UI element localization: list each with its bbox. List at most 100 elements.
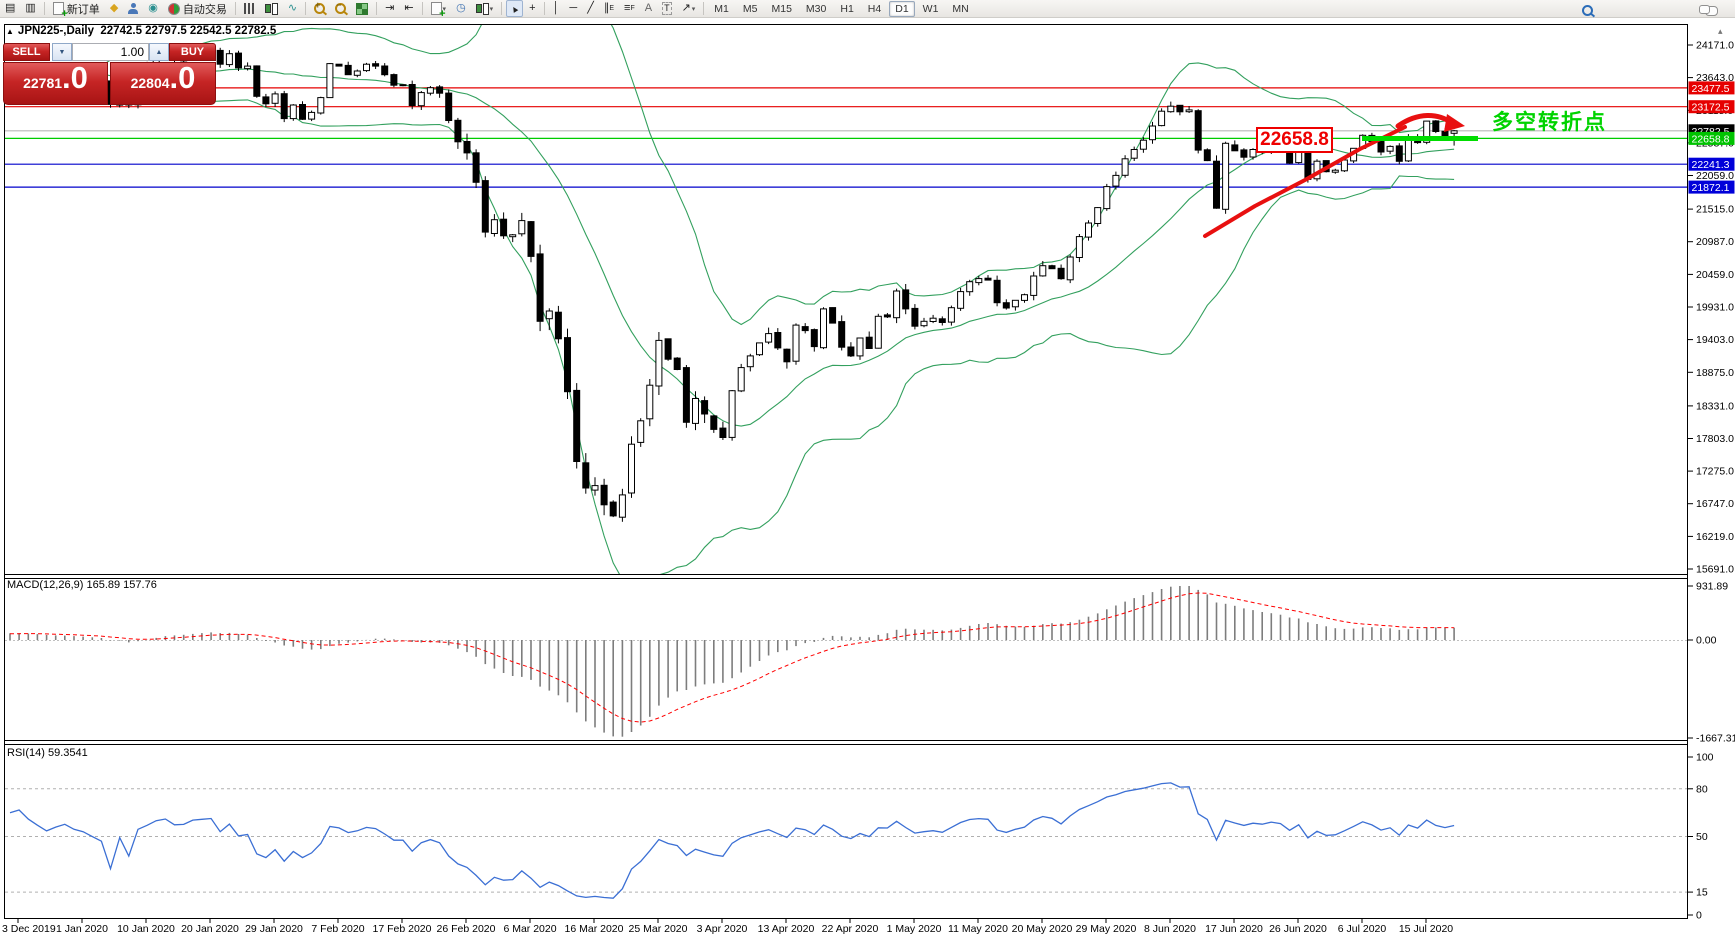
- date-label: 1 Jan 2020: [56, 923, 108, 935]
- date-label: 17 Feb 2020: [373, 923, 432, 935]
- scroll-up-icon[interactable]: ▴: [1718, 26, 1723, 36]
- volume-up-button[interactable]: ▲: [149, 43, 169, 61]
- text-label-tool[interactable]: T: [658, 0, 676, 17]
- auto-scroll-button[interactable]: ⇥: [381, 0, 398, 17]
- tab-timeframe-W1[interactable]: W1: [922, 2, 939, 15]
- vertical-line-tool[interactable]: │: [549, 0, 564, 17]
- tab-timeframe-M1[interactable]: M1: [714, 2, 729, 15]
- search-button[interactable]: [1578, 2, 1597, 19]
- text-tool[interactable]: A: [641, 0, 656, 17]
- date-label: 3 Apr 2020: [697, 923, 748, 935]
- date-label: 15 Jul 2020: [1399, 923, 1453, 935]
- fibonacci-tool[interactable]: ≡ F: [624, 2, 635, 14]
- line-chart-button[interactable]: ∿: [284, 0, 301, 17]
- toolbar-separator: [421, 2, 423, 15]
- new-order-label: 新订单: [66, 3, 100, 16]
- price-tick-label: 20459.0: [1696, 269, 1734, 281]
- symbol-period-label: JPN225-,Daily: [17, 25, 94, 37]
- zoom-out-icon: −: [335, 0, 347, 14]
- macd-axis-label: 931.89: [1696, 581, 1728, 593]
- date-label: 7 Feb 2020: [311, 923, 364, 935]
- price-tick-label: 24171.0: [1696, 40, 1734, 52]
- price-tick-label: 17803.0: [1696, 433, 1734, 445]
- price-tick-label: 23643.0: [1696, 72, 1734, 84]
- chat-icon: [1699, 4, 1718, 16]
- collapse-panel-arrow[interactable]: ▲: [6, 27, 14, 36]
- tab-timeframe-M30[interactable]: M30: [805, 2, 827, 15]
- price-badge: [1688, 157, 1735, 171]
- volume-input[interactable]: [72, 43, 149, 61]
- date-label: 3 Dec 2019: [2, 923, 56, 935]
- timeframe-group: M1 M5 M15 M30 H1 H4 D1 W1 MN: [707, 0, 975, 17]
- sell-button[interactable]: SELL: [3, 43, 50, 61]
- bar-chart-button[interactable]: [240, 0, 259, 17]
- new-order-button[interactable]: 新订单: [49, 0, 104, 20]
- date-label: 6 Jul 2020: [1338, 923, 1387, 935]
- rsi-axis-label: 15: [1696, 887, 1708, 899]
- chart-shift-icon: ⇤: [404, 2, 414, 14]
- zoom-in-button[interactable]: +: [310, 0, 329, 17]
- period-button[interactable]: ◷: [452, 0, 470, 17]
- tab-timeframe-H4[interactable]: H4: [867, 2, 882, 15]
- trend-arrow-line: [1203, 125, 1407, 238]
- data-window-button[interactable]: ▥: [21, 0, 39, 17]
- macd-label: MACD(12,26,9) 165.89 157.76: [7, 579, 157, 591]
- horizontal-line-icon: ─: [569, 2, 578, 14]
- styles-button[interactable]: ◆: [106, 0, 122, 17]
- price-tick-label: 21515.0: [1696, 204, 1734, 216]
- toolbar-separator: [543, 2, 545, 15]
- buy-price-button[interactable]: 22804.0: [110, 62, 216, 105]
- auto-trading-label: 自动交易: [182, 3, 227, 16]
- price-tick-label: 15691.0: [1696, 564, 1734, 576]
- paint-bucket-icon: ◆: [109, 2, 119, 14]
- tab-timeframe-H1[interactable]: H1: [840, 2, 854, 15]
- bar-chart-icon: [243, 3, 255, 14]
- tab-timeframe-M5[interactable]: M5: [742, 2, 758, 15]
- crosshair-tool-button[interactable]: +: [525, 0, 539, 17]
- tab-timeframe-D1[interactable]: D1: [889, 0, 915, 17]
- arrows-tool[interactable]: ↗ ▾: [678, 0, 700, 17]
- zoom-out-button[interactable]: −: [331, 0, 350, 17]
- price-badge: [1688, 100, 1735, 114]
- buy-price: 22804: [130, 75, 170, 91]
- toolbar-separator: [305, 2, 307, 15]
- toolbar-separator: [703, 2, 705, 15]
- signals-button[interactable]: ◉: [144, 0, 162, 17]
- price-tick-label: 19931.0: [1696, 302, 1734, 314]
- profile-button[interactable]: [124, 0, 142, 17]
- new-chart-button[interactable]: ▾: [427, 0, 451, 20]
- price-tick-label: 18331.0: [1696, 400, 1734, 412]
- auto-trading-button[interactable]: 自动交易: [164, 0, 231, 17]
- price-tick-label: 19403.0: [1696, 334, 1734, 346]
- toolbar-separator: [376, 2, 378, 15]
- volume-down-button[interactable]: ▼: [52, 43, 72, 61]
- tile-windows-button[interactable]: [352, 0, 372, 17]
- channel-tool[interactable]: ∥ E: [603, 2, 615, 14]
- rsi-axis-label: 50: [1696, 831, 1708, 843]
- market-watch-button[interactable]: ▤: [1, 0, 19, 17]
- channel-icon: ∥: [603, 2, 610, 14]
- zoom-in-icon: +: [314, 0, 326, 14]
- buy-button[interactable]: BUY: [169, 43, 216, 61]
- price-annotation-box[interactable]: 22658.8: [1256, 127, 1333, 153]
- tab-timeframe-M15[interactable]: M15: [771, 2, 792, 15]
- price-tick-label: 16747.0: [1696, 498, 1734, 510]
- chart-shift-button[interactable]: ⇤: [400, 0, 417, 17]
- tab-timeframe-MN[interactable]: MN: [952, 2, 969, 15]
- trendline-tool[interactable]: ╱: [583, 0, 598, 17]
- date-label: 20 May 2020: [1012, 923, 1073, 935]
- person-icon: [128, 3, 139, 14]
- price-tick-label: 18875.0: [1696, 367, 1734, 379]
- chat-button[interactable]: [1699, 2, 1722, 19]
- cursor-tool-button[interactable]: ▲: [506, 0, 524, 17]
- date-label: 1 May 2020: [887, 923, 942, 935]
- price-badge-label: 21872.1: [1692, 182, 1730, 194]
- vertical-line-icon: │: [552, 2, 560, 14]
- chart-profiles-button[interactable]: ▾: [472, 0, 498, 17]
- candlestick-icon: [264, 2, 278, 15]
- fibonacci-icon: ≡: [624, 2, 631, 14]
- horizontal-line-tool[interactable]: ─: [565, 0, 581, 17]
- sell-price-button[interactable]: 22781.0: [3, 62, 108, 105]
- date-label: 16 Mar 2020: [565, 923, 624, 935]
- candlestick-chart-button[interactable]: [261, 0, 282, 17]
